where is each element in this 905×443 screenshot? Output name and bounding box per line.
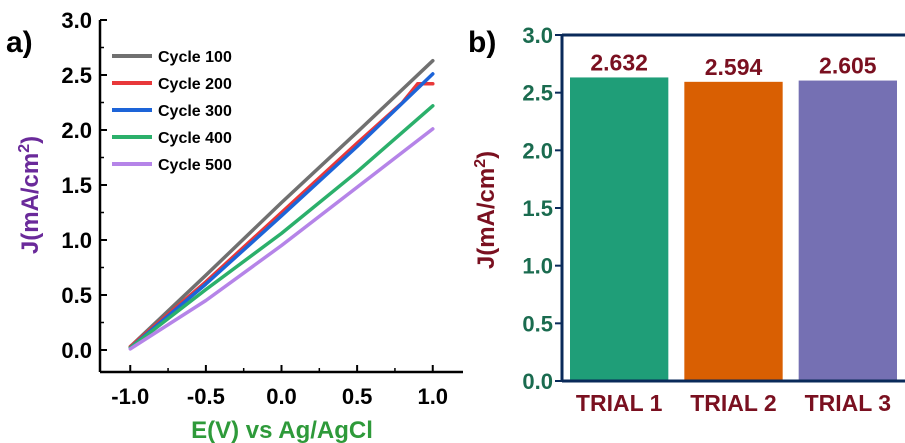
panel-a-y-axis-label: J(mA/cm2) (16, 136, 44, 254)
panel-a-legend-label: Cycle 200 (158, 76, 232, 93)
panel-b-category-label: TRIAL 3 (805, 390, 891, 416)
panel-b-bars: 2.632 TRIAL 1 2.594 TRIAL 2 2.605 TRIAL 3 (570, 49, 897, 416)
panel-a-x-tick-label: 0.0 (266, 384, 297, 409)
panel-a-series-line (128, 72, 435, 350)
panel-a-label: a) (6, 26, 33, 59)
panel-a-y-tick-label: 2.5 (61, 63, 92, 88)
panel-b-y-tick-label: 1.5 (522, 196, 553, 221)
panel-b-y-tick-label: 0.0 (522, 369, 553, 394)
panel-b-category-label: TRIAL 2 (690, 390, 776, 416)
panel-b-y-tick-label: 0.5 (522, 311, 553, 336)
panel-a-y-tick-label: 0.0 (61, 338, 92, 363)
panel-a-axes: 0.0 0.5 1.0 1.5 2.0 2.5 3.0 -1.0 -0.5 0.0 0.5 1.0 (61, 8, 463, 409)
panel-a-series-lines (128, 58, 435, 351)
panel-b-category-label: TRIAL 1 (576, 390, 663, 416)
panel-b-y-tick-label: 2.5 (522, 81, 553, 106)
panel-b-bar (570, 77, 669, 382)
panel-a-legend-label: Cycle 400 (158, 130, 232, 147)
panel-b-label: b) (468, 26, 496, 59)
panel-a-legend-label: Cycle 500 (158, 157, 232, 174)
panel-a-y-tick-label: 1.5 (61, 173, 92, 198)
panel-a-series-line (128, 127, 435, 351)
panel-a-series-line (128, 104, 435, 350)
panel-a-legend-label: Cycle 300 (158, 103, 232, 120)
panel-b-y-tick-label: 3.0 (522, 23, 553, 48)
panel-a-x-tick-label: -1.0 (111, 384, 149, 409)
panel-b-bar-value-label: 2.632 (590, 49, 648, 75)
panel-b-y-tick-label: 1.0 (522, 254, 553, 279)
panel-b-bar-value-label: 2.605 (819, 53, 877, 79)
panel-b-y-axis-label: J(mA/cm2) (472, 151, 500, 269)
panel-a-x-tick-label: 0.5 (342, 384, 373, 409)
panel-a-x-tick-label: -0.5 (187, 384, 225, 409)
panel-b-bar (798, 80, 897, 381)
panel-b-bar-value-label: 2.594 (705, 54, 763, 80)
panel-a-series-line (128, 58, 435, 349)
panel-a-line-chart: a) 0.0 0.5 1.0 1.5 2.0 2.5 3.0 -1.0 -0.5 0.0 0.5 1.… (6, 8, 463, 443)
panel-b-bar (684, 81, 783, 382)
panel-a-legend: Cycle 100 Cycle 200 Cycle 300 Cycle 400 Cycl… (112, 49, 232, 174)
panel-a-y-tick-label: 1.0 (61, 228, 92, 253)
panel-a-y-tick-label: 2.0 (61, 118, 92, 143)
panel-b-axes: 0.0 0.5 1.0 1.5 2.0 2.5 3.0 (522, 23, 905, 394)
panel-a-legend-label: Cycle 100 (158, 49, 232, 66)
panel-a-y-tick-label: 0.5 (61, 283, 92, 308)
panel-b-y-tick-label: 2.0 (522, 138, 553, 163)
panel-a-y-tick-label: 3.0 (61, 8, 92, 33)
panel-a-x-tick-label: 1.0 (417, 384, 448, 409)
panel-a-x-axis-label: E(V) vs Ag/AgCl (191, 417, 373, 443)
